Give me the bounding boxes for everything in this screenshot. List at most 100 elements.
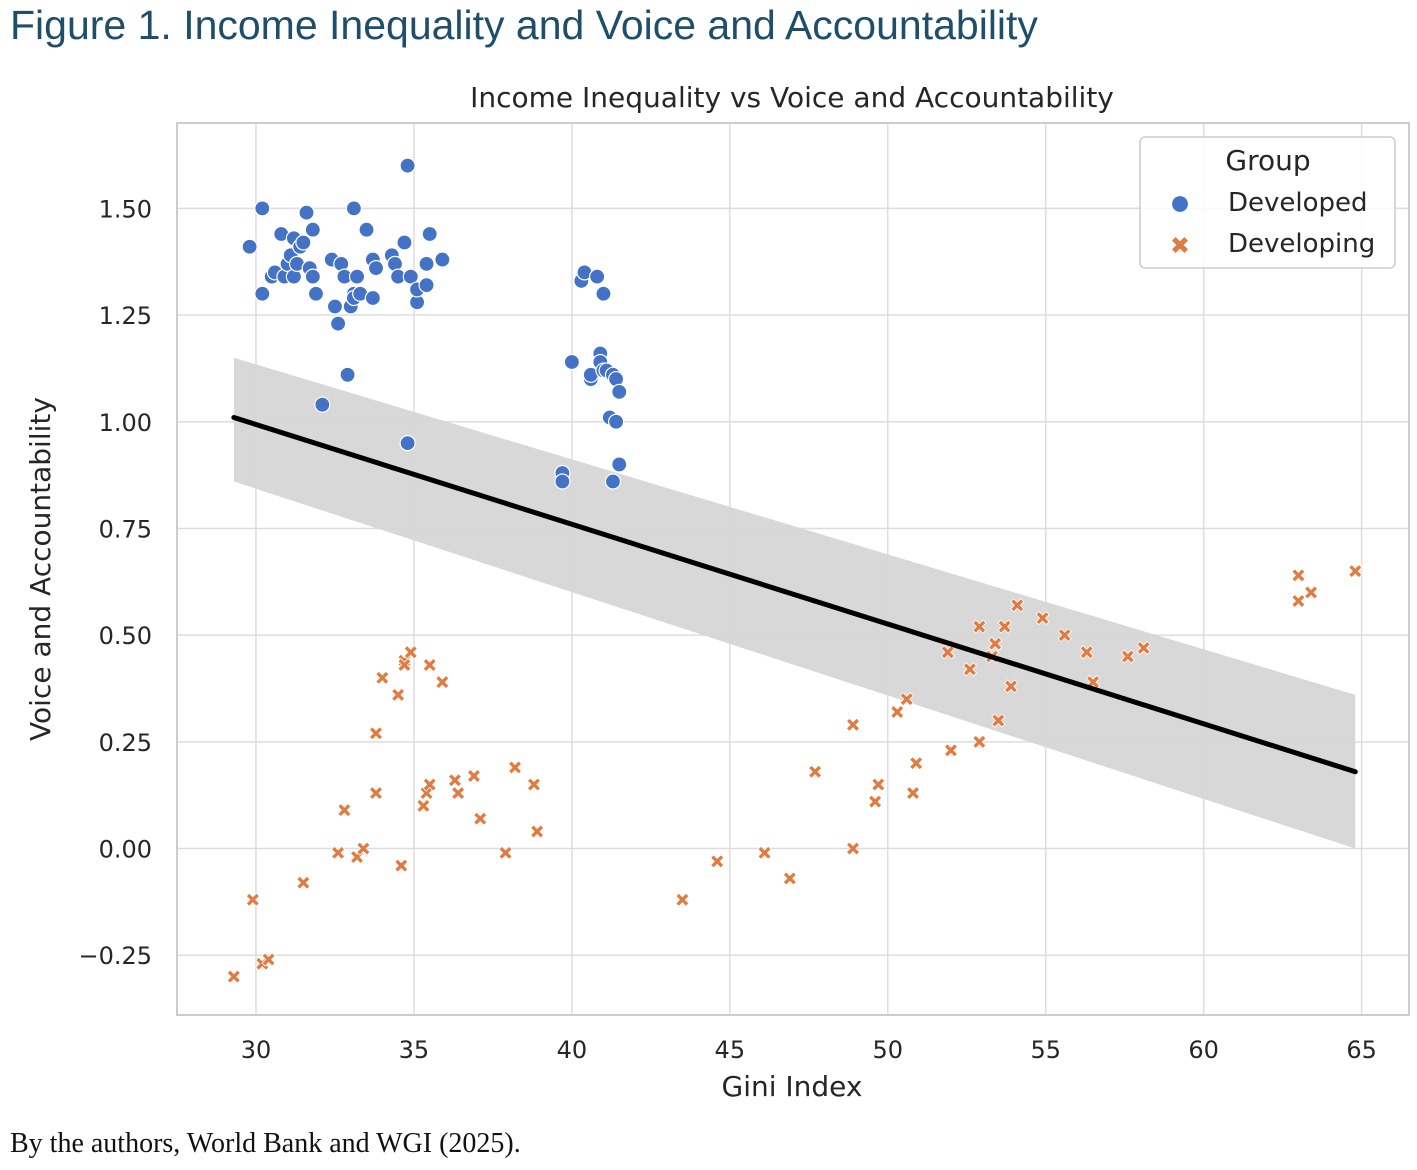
x-axis-label: Gini Index bbox=[722, 1070, 863, 1103]
y-tick-label: 0.50 bbox=[99, 622, 152, 650]
developing-point bbox=[394, 858, 409, 873]
developing-point bbox=[422, 777, 437, 792]
x-tick-label: 30 bbox=[241, 1036, 272, 1064]
developed-point bbox=[295, 234, 312, 251]
legend: Group Developed Developing bbox=[1139, 136, 1396, 269]
y-tick-label: 0.25 bbox=[99, 729, 152, 757]
developed-point bbox=[607, 413, 625, 430]
legend-developed-marker bbox=[1170, 194, 1190, 214]
developing-point bbox=[422, 657, 437, 673]
developing-point bbox=[845, 717, 861, 732]
developing-point bbox=[940, 645, 955, 660]
x-tick-labels: 30 35 40 45 50 55 60 65 bbox=[241, 1036, 1377, 1064]
legend-developing-label: Developing bbox=[1228, 229, 1375, 259]
developed-point bbox=[339, 366, 356, 383]
developing-point bbox=[997, 619, 1012, 634]
developing-point bbox=[1348, 564, 1363, 579]
developed-point bbox=[330, 315, 347, 332]
points-layer bbox=[226, 157, 1363, 984]
x-tick-label: 55 bbox=[1030, 1036, 1061, 1064]
x-tick-label: 40 bbox=[557, 1036, 588, 1064]
developing-point bbox=[331, 845, 346, 860]
developing-point bbox=[397, 657, 412, 673]
y-axis-label: Voice and Accountability bbox=[24, 397, 57, 741]
developed-point bbox=[589, 268, 606, 285]
developed-point bbox=[402, 268, 419, 285]
developing-point bbox=[451, 786, 466, 801]
developing-point bbox=[905, 786, 921, 801]
developing-point bbox=[962, 662, 977, 677]
developing-point bbox=[507, 760, 523, 775]
x-tick-label: 45 bbox=[715, 1036, 746, 1064]
developing-point bbox=[868, 794, 883, 809]
developed-point bbox=[611, 456, 628, 473]
y-tick-label: 1.50 bbox=[99, 195, 152, 223]
developing-point bbox=[757, 845, 772, 860]
developing-point bbox=[261, 952, 276, 967]
developed-point bbox=[241, 238, 258, 255]
developing-point bbox=[226, 969, 241, 984]
developed-point bbox=[611, 383, 628, 400]
developed-point bbox=[367, 260, 385, 277]
developing-point bbox=[988, 636, 1003, 651]
developing-point bbox=[1035, 611, 1050, 626]
developed-point bbox=[326, 298, 344, 315]
figure-caption: By the authors, World Bank and WGI (2025… bbox=[10, 1128, 521, 1159]
developing-point bbox=[530, 824, 545, 839]
developing-point bbox=[1136, 640, 1151, 656]
developing-point bbox=[447, 773, 463, 788]
developed-point bbox=[399, 157, 416, 174]
chart-title: Income Inequality vs Voice and Accountab… bbox=[470, 81, 1114, 114]
developing-point bbox=[375, 670, 390, 685]
developing-point bbox=[416, 798, 431, 813]
developing-point bbox=[972, 619, 987, 634]
developing-point bbox=[337, 803, 352, 818]
developing-point bbox=[1010, 598, 1025, 613]
developing-point bbox=[710, 854, 725, 869]
developed-point bbox=[418, 255, 435, 272]
developing-point bbox=[368, 786, 384, 801]
x-tick-label: 50 bbox=[872, 1036, 903, 1064]
developing-point bbox=[356, 841, 371, 856]
developing-point bbox=[435, 675, 450, 690]
developing-point bbox=[845, 841, 861, 856]
developed-point bbox=[307, 285, 325, 302]
developed-point bbox=[348, 268, 366, 285]
developing-point bbox=[403, 645, 418, 660]
x-tick-label: 35 bbox=[399, 1036, 430, 1064]
developed-point bbox=[358, 221, 375, 238]
developed-point bbox=[604, 473, 622, 490]
confidence-band-layer bbox=[233, 357, 1356, 849]
y-tick-label: −0.25 bbox=[78, 942, 152, 970]
developing-point bbox=[466, 768, 482, 784]
developed-point bbox=[254, 200, 271, 217]
confidence-band bbox=[233, 357, 1356, 849]
developed-point bbox=[421, 225, 438, 243]
developing-point bbox=[1291, 593, 1306, 609]
developing-point bbox=[473, 811, 488, 826]
developed-point bbox=[396, 234, 413, 251]
y-tick-label: 0.75 bbox=[99, 515, 152, 543]
developed-point bbox=[563, 353, 580, 371]
developing-point bbox=[526, 777, 542, 792]
developing-point bbox=[1079, 645, 1094, 660]
y-tick-label: 1.25 bbox=[99, 302, 152, 330]
developing-point bbox=[943, 743, 959, 758]
developing-point bbox=[1057, 628, 1072, 643]
developing-point bbox=[808, 764, 823, 779]
developed-point bbox=[314, 396, 331, 413]
developed-point bbox=[254, 285, 271, 302]
developing-point bbox=[498, 845, 513, 860]
legend-box bbox=[1139, 136, 1396, 269]
y-tick-labels: −0.25 0.00 0.25 0.50 0.75 1.00 1.25 1.50 bbox=[78, 195, 152, 970]
x-tick-label: 60 bbox=[1188, 1036, 1219, 1064]
developing-point bbox=[909, 756, 924, 771]
x-tick-label: 65 bbox=[1346, 1036, 1377, 1064]
developed-point bbox=[418, 277, 435, 294]
legend-developed-label: Developed bbox=[1228, 188, 1368, 218]
developing-point bbox=[899, 692, 914, 707]
developed-point bbox=[434, 251, 451, 268]
developing-point bbox=[1304, 585, 1319, 600]
y-tick-label: 0.00 bbox=[99, 836, 152, 864]
